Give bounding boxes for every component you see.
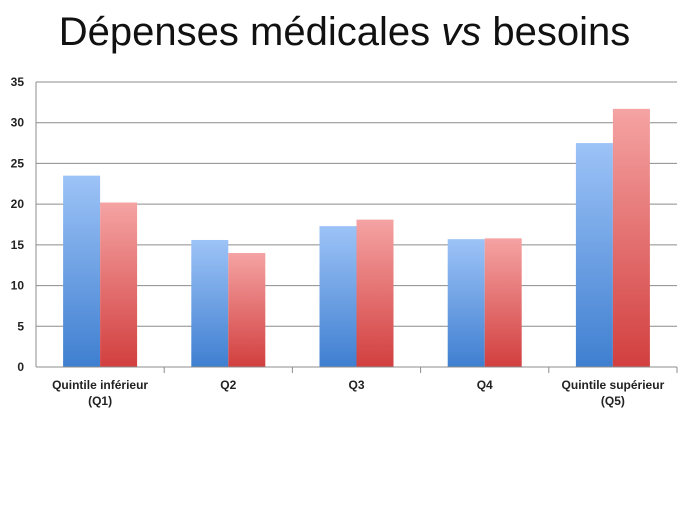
bar-series-1 — [319, 226, 357, 367]
bar-series-1 — [447, 239, 485, 367]
y-tick-label: 0 — [17, 360, 24, 374]
title-part-1: Dépenses médicales — [58, 10, 442, 54]
y-tick-label: 15 — [11, 238, 25, 252]
bar-series-2 — [484, 238, 522, 367]
y-tick-label: 20 — [11, 197, 25, 211]
bar-series-2 — [100, 202, 138, 367]
bar-series-1 — [63, 175, 101, 367]
title-emphasis: vs — [441, 10, 482, 54]
x-category-label: Quintile inférieur — [52, 378, 148, 392]
y-tick-label: 30 — [11, 116, 25, 130]
x-category-label: (Q5) — [601, 394, 625, 408]
x-category-label: Quintile supérieur — [562, 378, 665, 392]
bar-series-2 — [612, 108, 650, 367]
x-category-label: Q2 — [220, 378, 236, 392]
bar-series-2 — [356, 219, 394, 367]
x-category-label: Q4 — [477, 378, 493, 392]
y-tick-label: 10 — [11, 279, 25, 293]
bar-series-2 — [228, 253, 266, 367]
y-tick-label: 5 — [17, 319, 24, 333]
bar-series-1 — [191, 239, 229, 367]
x-category-label: Q3 — [348, 378, 364, 392]
y-tick-label: 35 — [11, 75, 25, 89]
chart-title: Dépenses médicales vs besoins — [0, 10, 689, 55]
bar-series-1 — [575, 143, 613, 367]
y-tick-label: 25 — [11, 156, 25, 170]
x-category-label: (Q1) — [88, 394, 112, 408]
title-part-2: besoins — [481, 10, 631, 54]
